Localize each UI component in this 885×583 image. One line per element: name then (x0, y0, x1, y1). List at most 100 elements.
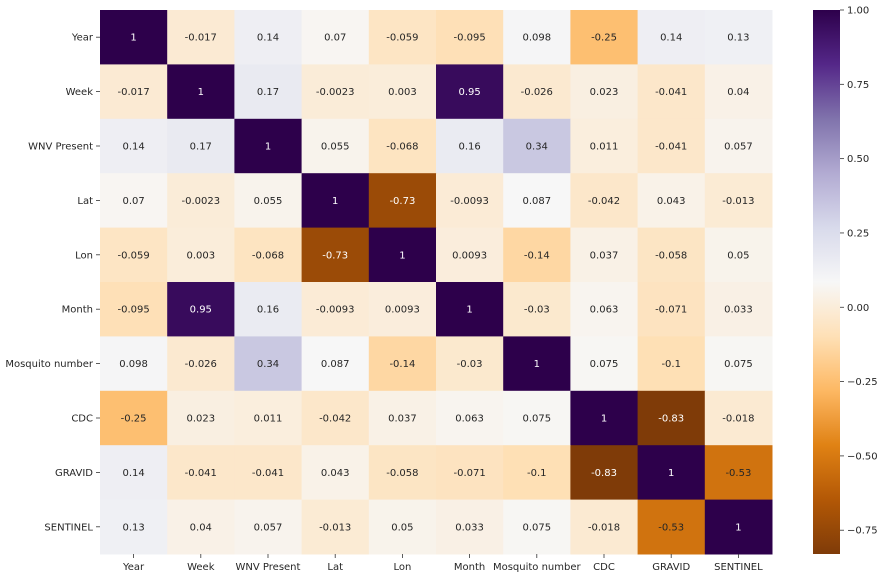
x-tick-label: Lon (393, 562, 411, 573)
heatmap-cell (100, 282, 168, 337)
x-tick-label: Year (122, 562, 145, 573)
heatmap-cell (503, 64, 571, 120)
cell-value: -0.14 (389, 359, 415, 370)
heatmap-cell (368, 64, 437, 120)
heatmap-cell (436, 64, 504, 120)
cell-value: 1 (466, 305, 472, 316)
heatmap-cell (368, 10, 437, 65)
heatmap-cell (167, 445, 235, 501)
cell-value: 0.04 (190, 522, 212, 533)
heatmap-cell (301, 173, 370, 229)
cell-value: -0.73 (389, 196, 415, 207)
cell-value: -0.068 (252, 250, 284, 261)
cell-value: -0.14 (524, 250, 550, 261)
cell-value: -0.059 (386, 33, 418, 44)
heatmap-cell (436, 445, 504, 501)
cell-value: -0.0023 (316, 87, 355, 98)
cell-value: 0.34 (526, 142, 548, 153)
cell-value: -0.095 (117, 305, 149, 316)
cell-value: -0.041 (655, 142, 687, 153)
heatmap-cell (570, 64, 639, 120)
heatmap-cell (570, 10, 639, 65)
heatmap-cell (301, 499, 370, 555)
cell-value: -0.068 (386, 142, 418, 153)
heatmap-cell (301, 118, 370, 174)
cell-value: 0.075 (590, 359, 619, 370)
heatmap-cell (637, 10, 706, 65)
heatmap-cell (503, 445, 571, 501)
heatmap-cell (704, 64, 773, 120)
cell-value: 0.13 (727, 33, 749, 44)
heatmap-cell (436, 282, 504, 337)
cell-value: -0.059 (117, 250, 149, 261)
colorbar-tick-label: −0.50 (847, 451, 878, 462)
cell-value: 0.057 (724, 142, 753, 153)
cell-value: 0.95 (190, 305, 212, 316)
heatmap-cell (704, 390, 773, 446)
heatmap-cell (167, 10, 235, 65)
heatmap-cell (570, 118, 639, 174)
cell-value: 0.13 (122, 522, 144, 533)
heatmap-cell (570, 390, 639, 446)
heatmap-cell (368, 336, 437, 392)
cell-value: 0.033 (455, 522, 484, 533)
heatmap-cell (100, 336, 168, 392)
x-tick-label: Week (187, 562, 215, 573)
cell-value: 0.07 (324, 33, 346, 44)
cell-value: 0.043 (657, 196, 686, 207)
cell-value: -0.83 (658, 414, 684, 425)
cell-value: -0.53 (658, 522, 684, 533)
y-tick-label: GRAVID (55, 468, 93, 479)
heatmap-cell (368, 118, 437, 174)
heatmap-cell (167, 499, 235, 555)
cell-value: 1 (265, 142, 271, 153)
cell-value: 0.011 (590, 142, 619, 153)
cell-value: 0.037 (590, 250, 619, 261)
cell-value: -0.026 (521, 87, 553, 98)
heatmap-cell (704, 499, 773, 555)
heatmap-cell (704, 336, 773, 392)
heatmap-cell (167, 282, 235, 337)
cell-value: 0.17 (190, 142, 212, 153)
heatmap-cell (234, 173, 303, 229)
cell-value: -0.058 (386, 468, 418, 479)
heatmap-cell (234, 10, 303, 65)
cell-value: 1 (601, 414, 607, 425)
heatmap-cell (301, 64, 370, 120)
cell-value: -0.53 (725, 468, 751, 479)
heatmap-cell (234, 445, 303, 501)
y-axis: Year Week WNV Present Lat Lon Month Mosquito n… (5, 33, 100, 533)
cell-value: 0.003 (388, 87, 417, 98)
heatmap-cell (436, 10, 504, 65)
cell-value: 0.075 (522, 522, 551, 533)
cell-value: 0.055 (321, 142, 350, 153)
y-tick-label: Lat (77, 196, 93, 207)
cell-value: 0.098 (119, 359, 148, 370)
heatmap-cell (637, 282, 706, 337)
heatmap-cell (436, 118, 504, 174)
heatmap-cell (368, 173, 437, 229)
cell-value: -0.013 (722, 196, 754, 207)
cell-value: 0.023 (186, 414, 215, 425)
cell-value: 1 (130, 33, 136, 44)
cell-value: -0.041 (185, 468, 217, 479)
cell-value: 0.04 (727, 87, 749, 98)
heatmap-cell (368, 390, 437, 446)
colorbar-tick-label: −0.75 (847, 526, 878, 537)
x-tick-label: Month (454, 562, 485, 573)
cell-value: -0.042 (588, 196, 620, 207)
heatmap-cell (637, 64, 706, 120)
cell-value: 1 (534, 359, 540, 370)
cell-value: 1 (668, 468, 674, 479)
colorbar-tick-label: 0.00 (847, 303, 869, 314)
heatmap-cell (301, 390, 370, 446)
heatmap-cell (503, 118, 571, 174)
cell-value: -0.058 (655, 250, 687, 261)
heatmap-cell (167, 118, 235, 174)
heatmap-cell (503, 390, 571, 446)
heatmap-cell (436, 336, 504, 392)
heatmap-cell (167, 173, 235, 229)
cell-value: 0.95 (458, 87, 480, 98)
y-tick-label: Year (71, 33, 94, 44)
cell-value: -0.018 (722, 414, 754, 425)
